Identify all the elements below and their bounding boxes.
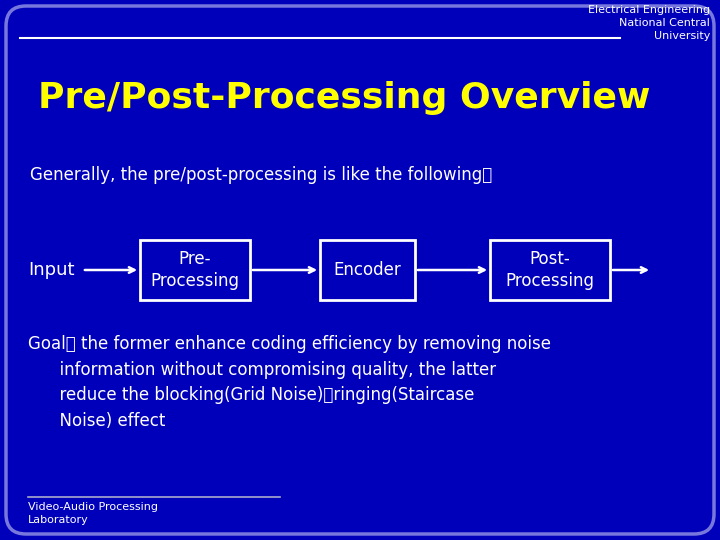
Text: Video-Audio Processing
Laboratory: Video-Audio Processing Laboratory: [28, 502, 158, 525]
Text: Electrical Engineering
National Central
University: Electrical Engineering National Central …: [588, 5, 710, 42]
Text: Encoder: Encoder: [333, 261, 401, 279]
Bar: [140, 240, 250, 300]
Text: Generally, the pre/post-processing is like the following：: Generally, the pre/post-processing is li…: [30, 166, 492, 184]
Text: Post-
Processing: Post- Processing: [505, 249, 595, 291]
FancyBboxPatch shape: [6, 6, 714, 534]
Bar: [490, 240, 610, 300]
Bar: [320, 240, 415, 300]
Text: Pre-
Processing: Pre- Processing: [150, 249, 240, 291]
Text: Input: Input: [28, 261, 74, 279]
Text: Goal： the former enhance coding efficiency by removing noise
      information w: Goal： the former enhance coding efficien…: [28, 335, 551, 430]
Text: Pre/Post-Processing Overview: Pre/Post-Processing Overview: [38, 81, 650, 115]
